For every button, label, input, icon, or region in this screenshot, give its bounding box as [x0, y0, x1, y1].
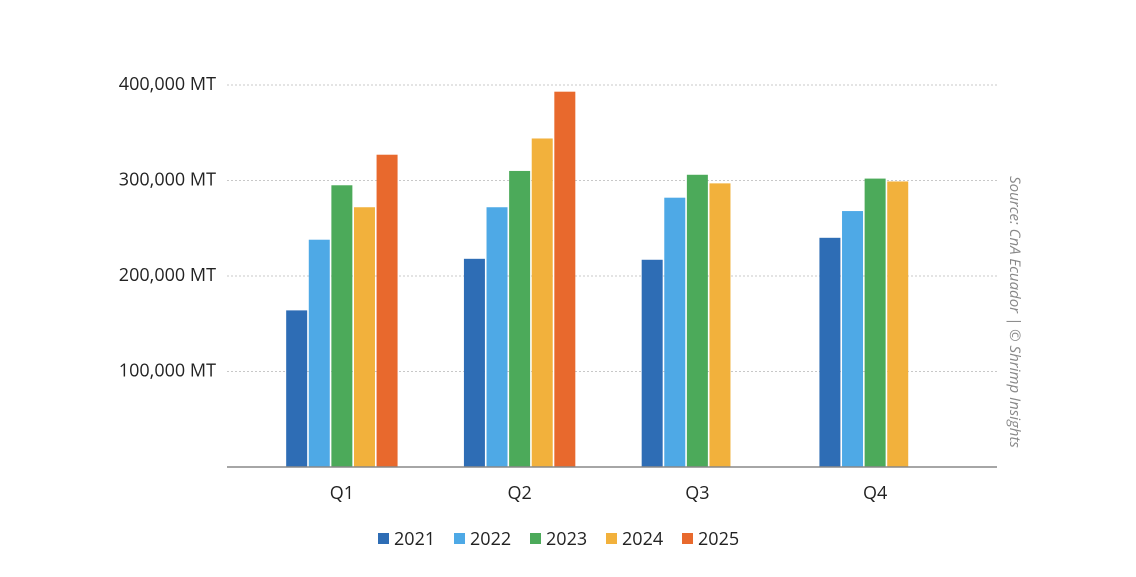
bar [531, 138, 553, 468]
bar [353, 207, 375, 468]
y-tick-label: 200,000 MT [119, 263, 216, 287]
legend-label: 2025 [698, 527, 739, 551]
legend-label: 2021 [394, 527, 435, 551]
legend-label: 2023 [546, 527, 587, 551]
bar [486, 207, 508, 468]
x-tick-label: Q1 [330, 481, 354, 505]
bar [887, 181, 909, 467]
legend-swatch [606, 533, 617, 544]
legend-swatch [530, 533, 541, 544]
x-tick-label: Q4 [863, 481, 887, 505]
x-tick-label: Q3 [685, 481, 709, 505]
bar [842, 211, 864, 467]
x-tick-label: Q2 [507, 481, 531, 505]
bar [463, 258, 485, 467]
bar [308, 239, 330, 467]
bar [331, 185, 353, 467]
y-tick-label: 300,000 MT [119, 167, 216, 191]
bar [286, 310, 308, 467]
source-note: Source: CnA Ecuador | © Shrimp Insights [1005, 176, 1025, 448]
legend-swatch [378, 533, 389, 544]
bar [686, 174, 708, 467]
y-tick-label: 100,000 MT [119, 358, 216, 382]
y-tick-label: 400,000 MT [119, 72, 216, 96]
legend-label: 2022 [470, 527, 511, 551]
bar [641, 259, 663, 467]
bar [709, 183, 731, 468]
legend-swatch [682, 533, 693, 544]
bar [376, 154, 398, 467]
bar [819, 237, 841, 467]
legend-swatch [454, 533, 465, 544]
bar [509, 170, 531, 467]
bar [664, 197, 686, 467]
bar [864, 178, 886, 467]
bar [554, 91, 576, 467]
legend-label: 2024 [622, 527, 663, 551]
